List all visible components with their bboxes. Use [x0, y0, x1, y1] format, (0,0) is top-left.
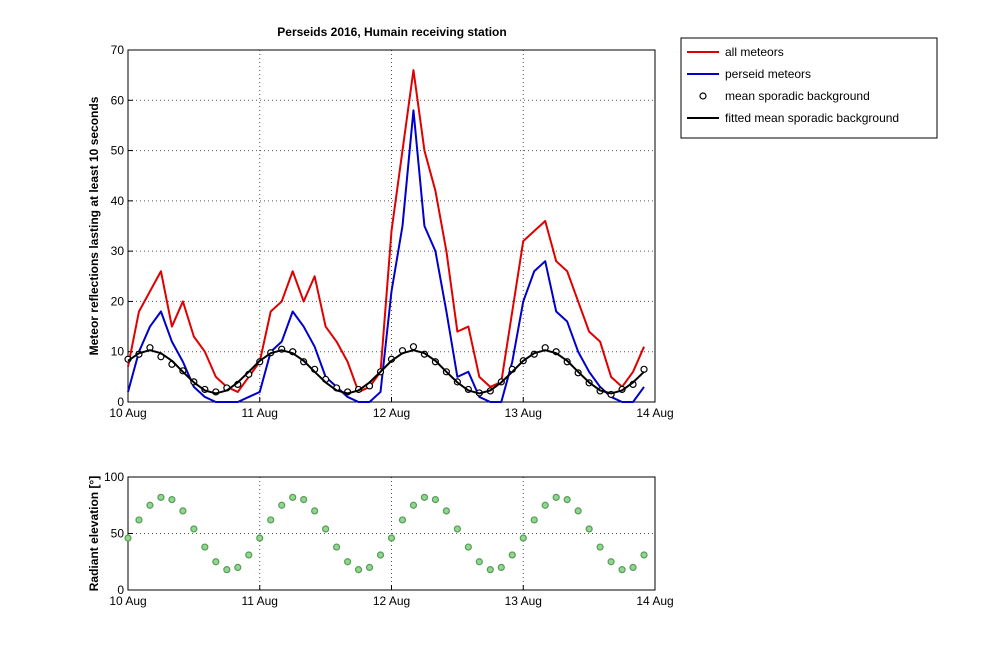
- data-point: [431, 496, 440, 504]
- data-point: [607, 558, 615, 566]
- chart-title: Perseids 2016, Humain receiving station: [277, 25, 506, 39]
- data-point: [289, 493, 297, 501]
- data-point: [168, 496, 176, 504]
- x-tick-label: 11 Aug: [242, 594, 278, 608]
- y-tick-label: 0: [117, 395, 124, 409]
- data-point: [212, 558, 220, 566]
- x-tick-label: 12 Aug: [373, 594, 410, 608]
- data-point: [618, 566, 626, 574]
- axes-frame: [127, 49, 656, 403]
- y-tick-label: 60: [111, 93, 125, 107]
- data-point: [234, 563, 242, 572]
- legend-label: fitted mean sporadic background: [725, 111, 899, 125]
- data-point: [563, 496, 571, 504]
- y-tick-label: 20: [111, 294, 125, 308]
- legend-box: [680, 37, 938, 139]
- data-point: [629, 563, 637, 572]
- data-point: [420, 493, 429, 501]
- x-tick-label: 14 Aug: [636, 406, 673, 420]
- series-line: [127, 349, 645, 395]
- data-point: [343, 558, 352, 566]
- x-tick-label: 14 Aug: [636, 594, 673, 608]
- data-point: [376, 551, 385, 559]
- y-tick-label: 30: [111, 244, 125, 258]
- data-point: [486, 566, 494, 574]
- x-tick-label: 11 Aug: [242, 406, 278, 420]
- x-tick-label: 10 Aug: [109, 594, 146, 608]
- data-point: [596, 543, 604, 551]
- data-point: [146, 501, 154, 509]
- data-point: [574, 507, 582, 515]
- data-point: [245, 551, 253, 559]
- legend-swatch: [699, 92, 707, 100]
- y-tick-label: 50: [111, 144, 125, 158]
- y-tick-label: 70: [111, 43, 125, 57]
- data-point: [552, 493, 560, 501]
- data-point: [541, 501, 549, 509]
- data-point: [409, 501, 418, 509]
- data-point: [135, 516, 143, 524]
- y-tick-label: 50: [111, 527, 125, 541]
- data-point: [311, 507, 319, 515]
- data-point: [267, 516, 275, 524]
- y-axis-label: Radiant elevation [°]: [87, 476, 101, 591]
- legend-label: mean sporadic background: [725, 89, 870, 103]
- data-point: [453, 525, 461, 533]
- data-point: [387, 534, 396, 542]
- data-point: [464, 543, 472, 551]
- legend-label: perseid meteors: [725, 67, 811, 81]
- data-point: [124, 534, 132, 542]
- data-point: [530, 516, 538, 524]
- legend-label: all meteors: [725, 45, 784, 59]
- data-point: [300, 496, 308, 504]
- data-point: [475, 558, 483, 566]
- data-point: [442, 507, 450, 515]
- data-point: [278, 501, 286, 509]
- data-point: [354, 566, 363, 574]
- data-point: [508, 551, 516, 559]
- data-point: [519, 534, 527, 542]
- y-tick-label: 10: [111, 345, 125, 359]
- data-point: [497, 563, 505, 572]
- y-tick-label: 0: [117, 583, 124, 597]
- x-tick-label: 10 Aug: [109, 406, 146, 420]
- x-tick-label: 13 Aug: [505, 594, 542, 608]
- series-line: [127, 69, 645, 393]
- data-point: [585, 525, 593, 533]
- data-point: [179, 507, 187, 515]
- series-line: [127, 109, 645, 403]
- data-point: [256, 534, 264, 542]
- data-point: [223, 566, 231, 574]
- x-tick-label: 12 Aug: [373, 406, 410, 420]
- data-point: [640, 365, 648, 373]
- data-point: [409, 343, 418, 351]
- data-point: [190, 525, 198, 533]
- data-point: [157, 493, 165, 501]
- data-point: [201, 543, 209, 551]
- y-tick-label: 40: [111, 194, 125, 208]
- data-point: [640, 551, 648, 559]
- y-axis-label: Meteor reflections lasting at least 10 s…: [87, 96, 101, 355]
- data-point: [365, 563, 374, 572]
- data-point: [333, 543, 341, 551]
- x-tick-label: 13 Aug: [505, 406, 542, 420]
- data-point: [322, 525, 330, 533]
- axes-frame: [127, 476, 656, 591]
- y-tick-label: 100: [104, 470, 124, 484]
- data-point: [398, 516, 407, 524]
